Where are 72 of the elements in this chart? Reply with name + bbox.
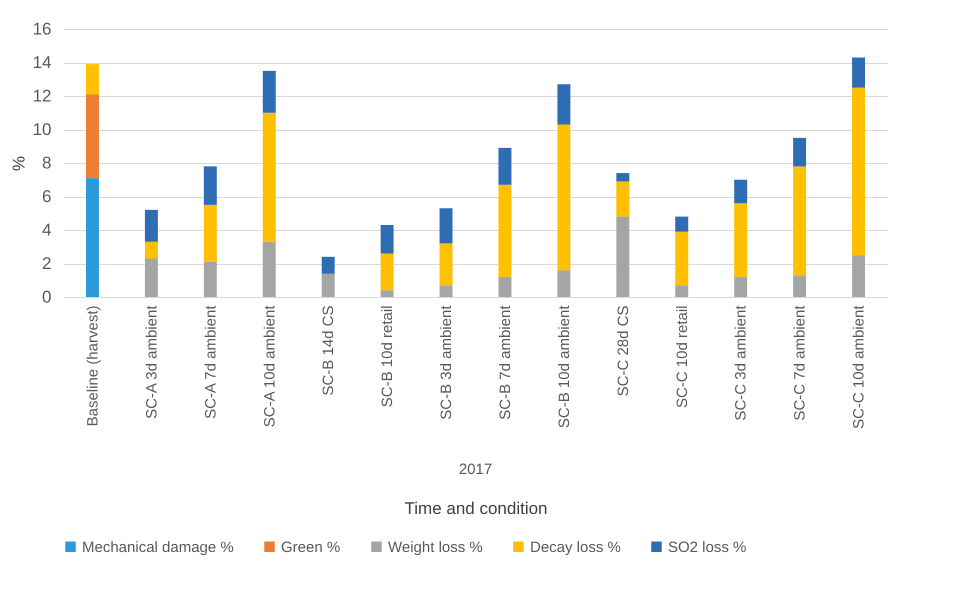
bar	[616, 181, 630, 217]
bar	[616, 216, 630, 297]
bar	[144, 242, 158, 258]
bar	[675, 216, 688, 232]
bar	[675, 285, 688, 297]
bar	[793, 138, 806, 166]
x-tick-label: SC-C 3d ambient	[732, 304, 750, 421]
x-tick-label: SC-C 10d ambient	[850, 304, 868, 429]
bar	[204, 166, 217, 205]
x-axis-title: Time and condition	[404, 498, 548, 518]
y-axis-title: %	[10, 156, 29, 172]
bar	[204, 262, 217, 297]
bar	[557, 124, 570, 270]
legend-label: SO2 loss %	[668, 538, 746, 556]
bar	[557, 84, 570, 124]
y-tick-label: 8	[42, 154, 52, 172]
bar	[440, 208, 453, 244]
bar	[734, 203, 748, 277]
x-tick-label: SC-C 28d CS	[614, 306, 632, 396]
bar	[498, 148, 512, 185]
bar	[557, 270, 570, 297]
bar	[380, 224, 394, 254]
y-tick-label: 6	[42, 187, 52, 206]
legend-label: Green %	[281, 538, 340, 556]
text: 2017	[458, 461, 492, 478]
bar	[380, 253, 394, 290]
bar	[262, 112, 276, 242]
legend-label: Decay loss %	[530, 538, 621, 556]
bar	[262, 70, 276, 113]
y-tick-label: 4	[42, 220, 52, 240]
y-tick-label: 2	[42, 254, 52, 273]
bar	[498, 184, 512, 277]
x-tick-label: SC-A 10d ambient	[261, 304, 278, 428]
bar	[86, 94, 99, 178]
x-tick-label: SC-A 7d ambient	[202, 304, 220, 419]
bar	[322, 256, 335, 274]
bar	[734, 180, 748, 204]
x-tick-label: SC-B 3d ambient	[438, 304, 456, 420]
bar	[734, 276, 748, 297]
bar	[440, 285, 453, 297]
bar	[86, 64, 99, 94]
x-tick-label: SC-C 7d ambient	[792, 304, 809, 421]
bar	[204, 204, 217, 262]
x-tick-label: SC-B 14d CS	[320, 306, 338, 396]
bar	[793, 275, 806, 297]
y-tick-label: 0	[42, 288, 52, 306]
x-tick-label: SC-B 10d retail	[379, 306, 396, 408]
bar	[322, 274, 335, 297]
bar	[144, 258, 158, 297]
y-tick-label: 16	[32, 20, 52, 38]
x-tick-label: SC-A 3d ambient	[143, 304, 160, 419]
legend-label: Weight loss %	[388, 538, 483, 556]
bar	[675, 232, 688, 286]
bar	[498, 276, 512, 297]
bar	[262, 242, 276, 297]
legend-label: Mechanical damage %	[82, 538, 234, 556]
bar	[380, 290, 394, 297]
bar	[440, 243, 453, 286]
x-tick-label: SC-B 7d ambient	[496, 304, 514, 420]
x-tick-label: SC-B 10d ambient	[556, 304, 573, 428]
bar	[86, 178, 99, 297]
x-tick-label: Baseline (harvest)	[84, 306, 102, 426]
bar	[852, 57, 866, 88]
y-tick-label: 12	[32, 86, 52, 106]
x-tick-label: SC-C 10d retail	[674, 306, 691, 408]
y-tick-label: 10	[32, 120, 52, 139]
bar	[793, 166, 806, 276]
bar	[616, 173, 630, 182]
bar	[852, 88, 866, 256]
bar	[144, 210, 158, 242]
bar	[852, 255, 866, 297]
y-tick-label: 14	[32, 53, 52, 72]
